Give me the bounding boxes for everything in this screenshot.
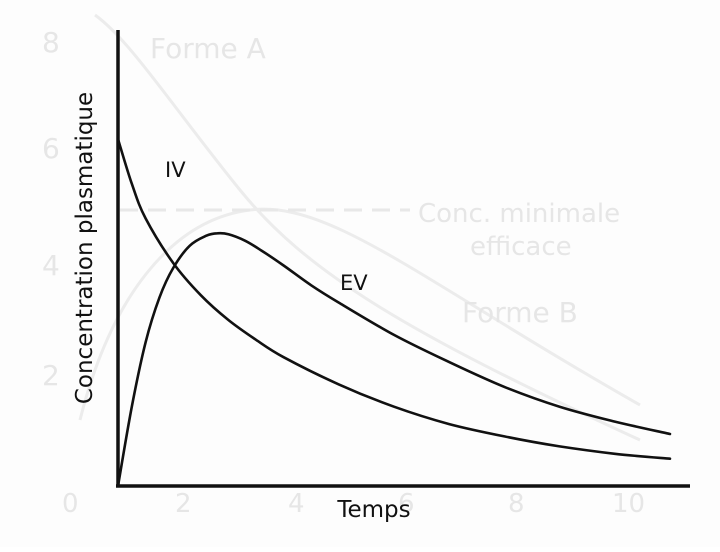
ghost-curve-a (94, 13, 641, 442)
ghost-label-forme-a: Forme A (150, 32, 266, 65)
series-iv-label: IV (165, 158, 186, 182)
ghost-layer: 8 6 4 2 0 2 4 6 8 10 Forme A Conc. minim… (42, 13, 645, 519)
series-ev-line (116, 231, 672, 488)
series-iv-line (116, 137, 672, 460)
ghost-x-tick-8: 8 (508, 489, 525, 519)
ghost-y-tick-8: 8 (42, 26, 60, 59)
ghost-y-tick-2: 2 (42, 359, 60, 392)
series-ev-label: EV (340, 271, 368, 295)
ghost-label-efficace: efficace (470, 232, 572, 262)
ghost-x-tick-0: 0 (62, 489, 79, 519)
ghost-x-tick-4: 4 (288, 489, 305, 519)
ghost-label-forme-b: Forme B (462, 296, 578, 329)
y-axis-title: Concentration plasmatique (72, 92, 98, 404)
ghost-y-tick-4: 4 (42, 249, 60, 282)
x-axis-title: Temps (336, 497, 410, 523)
ghost-x-tick-2: 2 (175, 489, 192, 519)
ghost-x-tick-6: 6 (398, 489, 415, 519)
ghost-y-tick-6: 6 (42, 132, 60, 165)
ghost-x-tick-10: 10 (612, 489, 645, 519)
ghost-label-conc-minimale: Conc. minimale (418, 199, 620, 229)
